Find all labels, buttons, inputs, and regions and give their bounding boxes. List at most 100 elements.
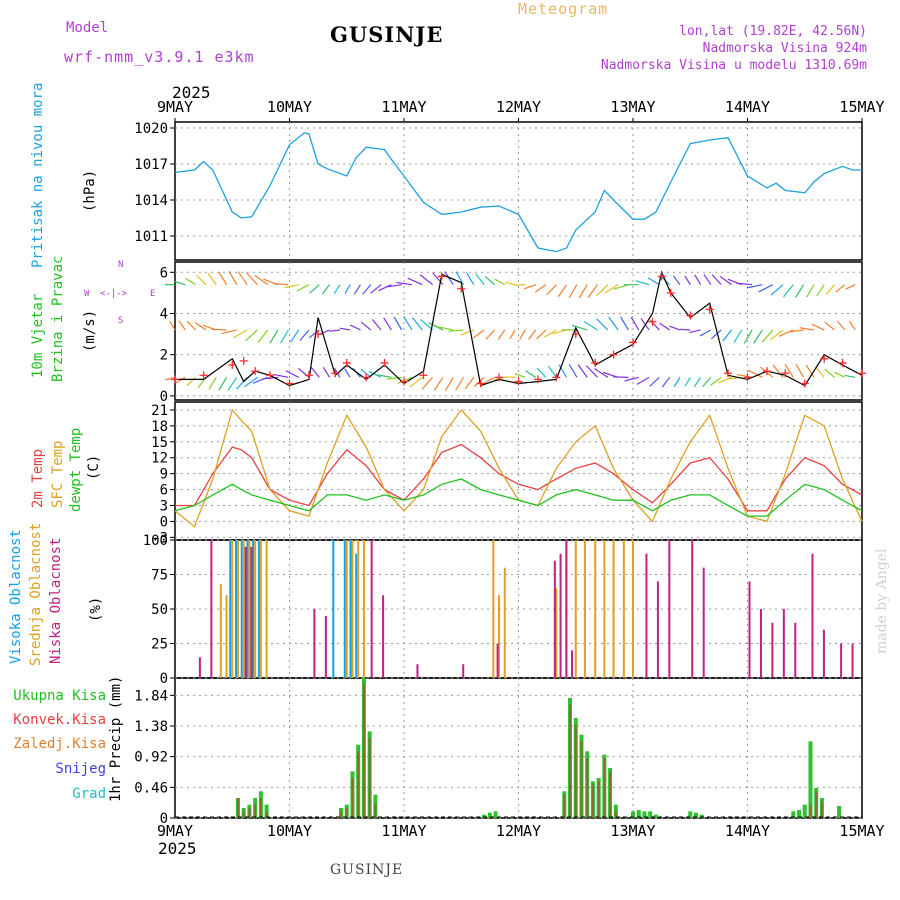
time-tick-top: 14MAY [724, 98, 771, 116]
ytick-label: 50 [151, 602, 168, 618]
precip-conv-bar [345, 808, 348, 818]
wind-arrow [280, 329, 289, 344]
wind-gust-marker [800, 379, 809, 388]
wind-gust-marker [342, 358, 351, 367]
model-label: Model [66, 20, 109, 36]
wind-gust-marker [239, 356, 248, 365]
ytick-label: 1.84 [134, 688, 168, 704]
wind-arrow [207, 272, 217, 286]
wind-arrow [816, 284, 825, 297]
wind-arrow [497, 329, 506, 340]
wind-arrow [699, 329, 712, 337]
wind-arrow [309, 284, 320, 294]
wind-arrow [175, 376, 186, 384]
wind-arrow [783, 284, 794, 298]
wind-arrow [178, 320, 186, 331]
wind-gust-marker [686, 311, 695, 320]
wind-gust-marker [437, 272, 446, 281]
wind-gust-marker [171, 375, 179, 384]
wind-arrow [514, 373, 526, 378]
legend-graupel: Grad [72, 786, 106, 802]
precip-total-bar [648, 811, 653, 818]
wind-arrow [290, 329, 300, 343]
wind-arrow [710, 329, 722, 340]
ytick-label: 1.38 [134, 719, 168, 735]
ytick-label: 6 [160, 483, 168, 499]
wind-arrow [558, 364, 568, 378]
legend-total: Ukupna Kisa [13, 688, 106, 704]
precip-conv-bar [569, 704, 572, 818]
wind-arrow [673, 377, 681, 388]
precip-conv-bar [591, 784, 594, 818]
time-tick-top: 10MAY [266, 98, 313, 116]
ytick-label: 18 [151, 419, 168, 435]
precip-total-bar [493, 811, 498, 818]
wind-arrow [770, 329, 784, 341]
wind-arrow [421, 376, 434, 390]
wind-arrow [649, 376, 660, 387]
wind-arrow [448, 329, 464, 332]
precip-conv-bar [265, 811, 268, 818]
wind-gust-marker [781, 369, 790, 378]
wind-arrow [736, 282, 753, 286]
wind-arrow [397, 376, 413, 384]
precip-conv-bar [820, 801, 823, 818]
wind-arrow [636, 376, 650, 385]
precip-total-bar [482, 814, 487, 818]
wind-gust-marker [251, 367, 260, 376]
wind-arrow [703, 274, 712, 285]
wind-gust-marker [514, 377, 523, 386]
wind-unit: (m/s) [82, 309, 98, 352]
wind-arrow [680, 328, 691, 331]
wind-arrow [194, 322, 207, 331]
wind-arrow [321, 284, 331, 295]
ytick-label: 9 [160, 467, 168, 483]
wind-arrow [368, 370, 382, 378]
wind-arrow [362, 284, 372, 295]
wind-arrow [186, 320, 197, 331]
wind-arrow [834, 371, 846, 378]
wind-arrow [393, 316, 403, 331]
wind-arrow [186, 376, 197, 387]
wind-arrow [689, 329, 701, 334]
wind-gust-marker [609, 350, 618, 359]
compass-w: W [84, 289, 90, 299]
wind-gust-marker [495, 373, 504, 382]
wind-arrow [419, 274, 433, 286]
pressure-ylabel: Pritisak na nivou mora [30, 82, 46, 268]
wind-arrow [494, 278, 506, 286]
wind-arrow [409, 376, 423, 388]
time-tick-top: 11MAY [381, 98, 427, 116]
wind-arrow [245, 329, 258, 342]
precip-total-bar [688, 811, 693, 818]
wind-arrow [383, 317, 392, 331]
wind-arrow [848, 320, 856, 331]
wind-arrow [284, 284, 299, 289]
wind-arrow [585, 365, 598, 378]
wind-gust-marker [533, 375, 542, 384]
wind-arrow [420, 319, 434, 331]
wind-arrow [169, 321, 176, 331]
wind-arrow [620, 316, 629, 331]
wind-arrow [377, 374, 392, 378]
wind-arrow [473, 376, 485, 387]
wind-gust-marker [858, 369, 866, 378]
ytick-label: 15 [151, 435, 168, 451]
time-tick-top: 9MAY [156, 98, 194, 116]
ytick-label: 1011 [134, 229, 168, 245]
pressure-unit: (hPa) [82, 169, 98, 212]
wind-arrow [528, 329, 537, 340]
wind-arrow [371, 319, 382, 331]
wind-arrow [552, 329, 567, 335]
wind-gust-marker [400, 377, 408, 386]
wind-arrow [475, 273, 485, 286]
wind-arrow [824, 368, 835, 378]
wind-arrow [536, 329, 547, 340]
wind-arrow [444, 271, 454, 285]
ytick-label: 25 [151, 637, 168, 653]
wind-arrow [298, 367, 310, 378]
ytick-label: 75 [151, 568, 168, 584]
time-tick-bottom: 14MAY [724, 822, 771, 840]
wind-gust-marker [657, 272, 666, 281]
precip-conv-bar [374, 804, 377, 818]
